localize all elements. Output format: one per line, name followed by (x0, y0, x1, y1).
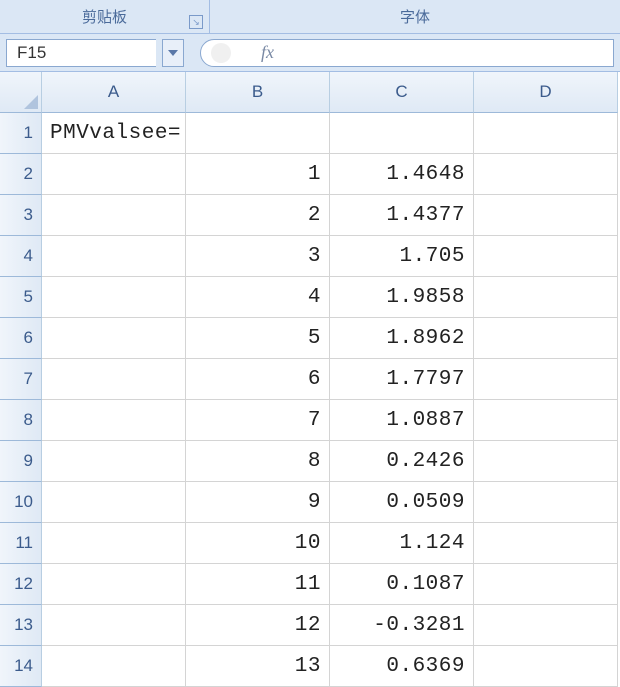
row-header[interactable]: 9 (0, 441, 42, 482)
cell[interactable] (474, 646, 618, 687)
cell[interactable]: 12 (186, 605, 330, 646)
cell[interactable] (42, 482, 186, 523)
cell[interactable]: 4 (186, 277, 330, 318)
cell[interactable]: 0.1087 (330, 564, 474, 605)
col-header-C[interactable]: C (330, 72, 474, 113)
ribbon-group-font-label: 字体 (400, 6, 430, 27)
cell[interactable]: 1.0887 (330, 400, 474, 441)
cell[interactable]: 9 (186, 482, 330, 523)
col-header-B[interactable]: B (186, 72, 330, 113)
row-header[interactable]: 10 (0, 482, 42, 523)
cell[interactable]: 1.705 (330, 236, 474, 277)
spreadsheet-grid: A B C D 1 PMVvalsee= 2 1 1.4648 3 2 1.43… (0, 72, 620, 687)
row-header[interactable]: 11 (0, 523, 42, 564)
cell[interactable] (42, 400, 186, 441)
name-box-value: F15 (17, 43, 46, 63)
cell[interactable] (474, 277, 618, 318)
col-header-A[interactable]: A (42, 72, 186, 113)
cell[interactable] (42, 359, 186, 400)
cell[interactable]: 1.8962 (330, 318, 474, 359)
cell[interactable]: 3 (186, 236, 330, 277)
ribbon-group-font[interactable]: 字体 (210, 0, 620, 33)
row-header[interactable]: 5 (0, 277, 42, 318)
dialog-launcher-icon[interactable]: ↘ (189, 15, 203, 29)
row-header[interactable]: 4 (0, 236, 42, 277)
cell[interactable] (42, 605, 186, 646)
col-header-D[interactable]: D (474, 72, 618, 113)
row-header[interactable]: 12 (0, 564, 42, 605)
cell[interactable] (474, 605, 618, 646)
cell[interactable] (474, 523, 618, 564)
cell[interactable]: 1 (186, 154, 330, 195)
cell[interactable]: 0.0509 (330, 482, 474, 523)
cell[interactable]: 0.2426 (330, 441, 474, 482)
select-all-corner[interactable] (0, 72, 42, 113)
cell[interactable] (186, 113, 330, 154)
cell[interactable] (330, 113, 474, 154)
cell[interactable]: 1.4648 (330, 154, 474, 195)
cell[interactable] (474, 318, 618, 359)
cell[interactable]: 11 (186, 564, 330, 605)
cell[interactable] (42, 564, 186, 605)
cell[interactable] (474, 359, 618, 400)
cell[interactable] (42, 236, 186, 277)
row-header[interactable]: 3 (0, 195, 42, 236)
cell[interactable]: 0.6369 (330, 646, 474, 687)
name-box[interactable]: F15 (6, 39, 156, 67)
cell[interactable] (474, 113, 618, 154)
cell[interactable] (474, 236, 618, 277)
ribbon-group-clipboard[interactable]: 剪贴板 ↘ (0, 0, 210, 33)
cell[interactable] (42, 523, 186, 564)
formula-bar-row: F15 fx (0, 34, 620, 72)
chevron-down-icon (168, 50, 178, 56)
cell[interactable] (42, 646, 186, 687)
cell[interactable]: 6 (186, 359, 330, 400)
ribbon-group-labels: 剪贴板 ↘ 字体 (0, 0, 620, 34)
cell[interactable]: 7 (186, 400, 330, 441)
cell[interactable]: 10 (186, 523, 330, 564)
cell[interactable] (474, 154, 618, 195)
row-header[interactable]: 14 (0, 646, 42, 687)
ribbon-group-clipboard-label: 剪贴板 (82, 6, 127, 27)
fx-icon[interactable]: fx (261, 42, 274, 63)
cell[interactable] (474, 482, 618, 523)
cell[interactable]: 2 (186, 195, 330, 236)
cell[interactable]: 8 (186, 441, 330, 482)
row-header[interactable]: 13 (0, 605, 42, 646)
cell[interactable]: -0.3281 (330, 605, 474, 646)
cell[interactable]: 1.7797 (330, 359, 474, 400)
cell[interactable]: 1.4377 (330, 195, 474, 236)
cell[interactable] (474, 400, 618, 441)
cell[interactable] (474, 195, 618, 236)
row-header[interactable]: 2 (0, 154, 42, 195)
cell[interactable]: 5 (186, 318, 330, 359)
cell[interactable] (42, 154, 186, 195)
formula-bar-button[interactable] (211, 43, 231, 63)
cell[interactable] (474, 441, 618, 482)
cell[interactable] (42, 318, 186, 359)
cell[interactable] (42, 195, 186, 236)
cell[interactable]: 13 (186, 646, 330, 687)
row-header[interactable]: 6 (0, 318, 42, 359)
name-box-dropdown[interactable] (162, 39, 184, 67)
row-header[interactable]: 1 (0, 113, 42, 154)
formula-bar[interactable]: fx (200, 39, 614, 67)
cell[interactable]: 1.9858 (330, 277, 474, 318)
cell[interactable] (474, 564, 618, 605)
cell[interactable]: 1.124 (330, 523, 474, 564)
row-header[interactable]: 8 (0, 400, 42, 441)
row-header[interactable]: 7 (0, 359, 42, 400)
cell[interactable]: PMVvalsee= (42, 113, 186, 154)
cell[interactable] (42, 277, 186, 318)
cell[interactable] (42, 441, 186, 482)
